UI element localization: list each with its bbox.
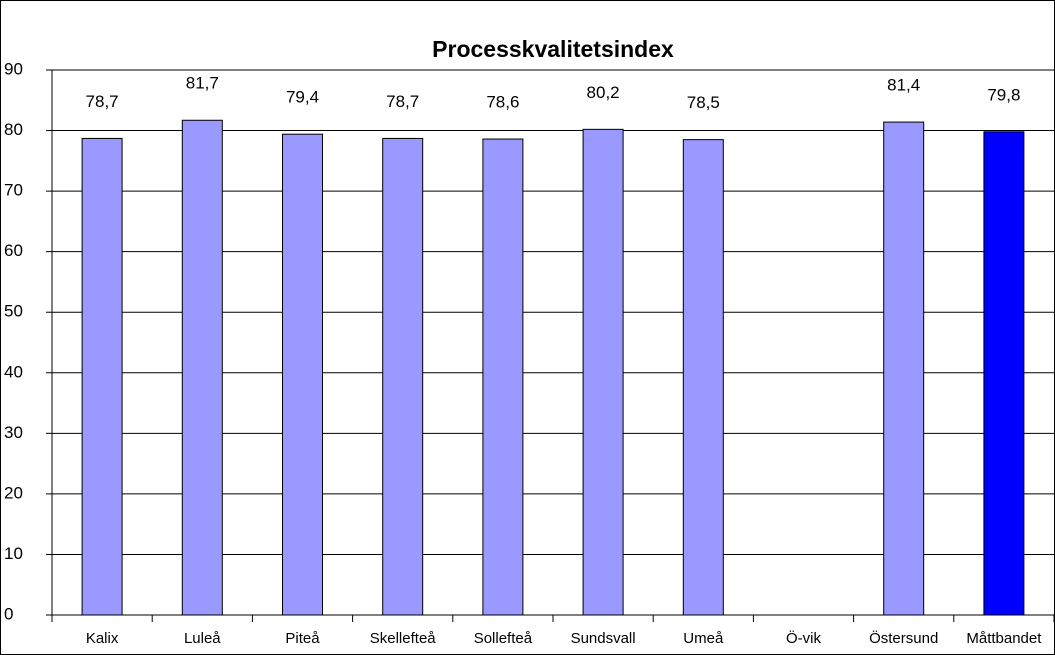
y-tick-label: 90 xyxy=(4,59,23,78)
value-label: 80,2 xyxy=(587,83,620,102)
value-label: 79,4 xyxy=(286,88,319,107)
x-tick-label: Sundsvall xyxy=(571,630,636,647)
value-label: 81,7 xyxy=(186,74,219,93)
x-tick-label: Måttbandet xyxy=(966,630,1042,647)
y-tick-label: 10 xyxy=(4,544,23,563)
value-label: 78,7 xyxy=(386,92,419,111)
y-tick-label: 0 xyxy=(4,604,13,623)
chart-title: Processkvalitetsindex xyxy=(432,36,674,62)
bar xyxy=(282,133,323,616)
value-label: 78,6 xyxy=(486,93,519,112)
y-tick-label: 50 xyxy=(4,302,23,321)
bar xyxy=(983,131,1025,616)
x-tick-label: Sollefteå xyxy=(474,630,533,647)
bar xyxy=(682,139,724,616)
bar xyxy=(482,138,524,616)
x-tick-label: Umeå xyxy=(683,630,724,647)
bar xyxy=(181,119,223,616)
x-tick-label: Piteå xyxy=(285,630,320,647)
x-tick-label: Kalix xyxy=(86,630,119,647)
bar xyxy=(582,128,624,616)
bar xyxy=(382,137,424,616)
bar xyxy=(883,121,925,616)
x-tick-label: Skellefteå xyxy=(370,630,437,647)
y-tick-label: 30 xyxy=(4,423,23,442)
y-tick-label: 60 xyxy=(4,241,23,260)
y-tick-label: 20 xyxy=(4,483,23,502)
x-tick-label: Östersund xyxy=(869,629,938,647)
y-tick-label: 40 xyxy=(4,362,23,381)
value-label: 79,8 xyxy=(987,85,1020,104)
y-tick-label: 70 xyxy=(4,181,23,200)
y-tick-label: 80 xyxy=(4,120,23,139)
value-label: 78,5 xyxy=(687,93,720,112)
value-label: 81,4 xyxy=(887,76,920,95)
x-tick-label: Luleå xyxy=(184,630,221,647)
bar xyxy=(81,137,123,616)
x-tick-label: Ö-vik xyxy=(786,629,821,647)
value-label: 78,7 xyxy=(86,92,119,111)
